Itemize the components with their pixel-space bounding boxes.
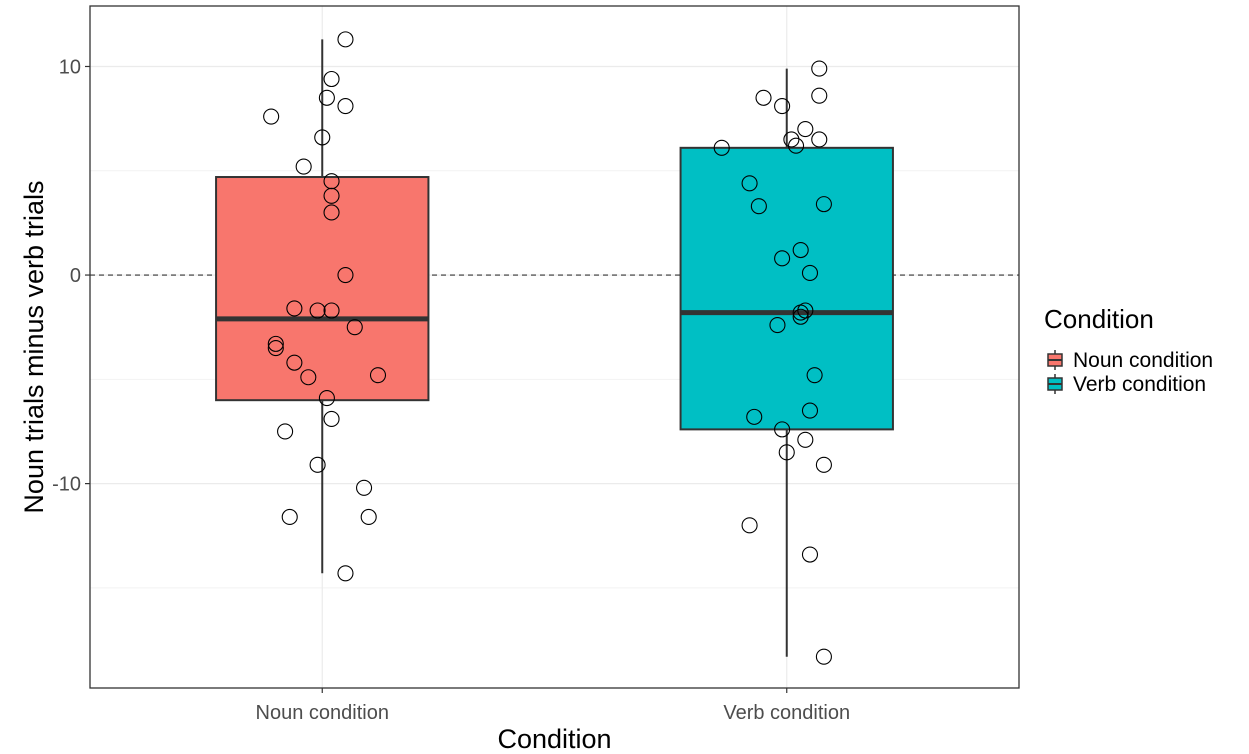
data-point <box>337 98 354 115</box>
data-point <box>263 108 280 125</box>
data-point <box>318 390 335 407</box>
x-tick-label: Verb condition <box>723 702 850 724</box>
x-axis-title: Condition <box>497 724 611 754</box>
y-axis: 10 0 -10 <box>52 56 90 496</box>
data-point <box>741 517 758 534</box>
data-point <box>787 137 805 154</box>
data-point <box>806 367 823 384</box>
data-point <box>323 302 340 319</box>
data-point <box>774 98 791 115</box>
data-point <box>815 648 832 665</box>
data-point <box>801 402 819 419</box>
y-tick-label: -10 <box>52 474 81 496</box>
data-point <box>337 266 354 284</box>
data-point <box>286 354 303 371</box>
box-noun <box>215 39 430 574</box>
data-point <box>778 444 795 461</box>
data-point <box>360 508 377 526</box>
legend-key-noun <box>1044 349 1066 371</box>
data-point <box>300 369 317 386</box>
data-point <box>356 479 373 496</box>
y-tick-label: 10 <box>59 56 81 78</box>
data-point <box>801 546 819 563</box>
x-tick-label: Noun condition <box>256 702 389 724</box>
data-point <box>286 300 303 317</box>
y-axis-title: Noun trials minus verb trials <box>19 180 49 513</box>
data-point <box>815 456 832 473</box>
box-verb <box>679 68 894 657</box>
data-point <box>277 423 294 440</box>
data-point <box>323 187 340 204</box>
legend-label: Noun condition <box>1073 349 1213 372</box>
data-point <box>750 198 767 215</box>
data-point <box>741 175 758 192</box>
data-point <box>797 121 814 138</box>
data-point <box>323 410 340 428</box>
data-point <box>295 158 312 175</box>
data-point <box>314 129 331 146</box>
data-point <box>323 204 340 221</box>
data-point <box>815 196 832 213</box>
box-body <box>679 146 894 431</box>
data-point <box>792 304 809 321</box>
x-axis: Noun condition Verb condition <box>256 688 850 724</box>
data-point <box>755 89 772 106</box>
data-point <box>774 421 791 438</box>
box-body <box>215 176 430 402</box>
data-point <box>801 264 819 282</box>
data-point <box>713 139 730 156</box>
data-point <box>267 339 284 357</box>
legend-label: Verb condition <box>1073 373 1206 396</box>
data-point <box>811 131 828 148</box>
points-group <box>263 31 832 665</box>
data-point <box>792 308 809 325</box>
data-point <box>746 408 763 425</box>
panel-border <box>89 5 1020 689</box>
data-point <box>769 317 786 334</box>
data-point <box>309 456 326 473</box>
data-point <box>267 335 284 352</box>
legend-key-verb <box>1044 373 1066 395</box>
data-point <box>783 131 800 148</box>
data-point <box>281 508 298 526</box>
data-point <box>337 565 354 582</box>
data-point <box>797 431 814 448</box>
data-point <box>774 250 791 267</box>
data-point <box>346 319 363 336</box>
boxes-group <box>215 39 894 657</box>
y-tick-label: 0 <box>70 265 81 287</box>
data-point <box>318 89 335 106</box>
data-point <box>309 302 326 319</box>
data-point <box>337 31 354 48</box>
data-point <box>792 241 809 259</box>
legend-title: Condition <box>1044 304 1154 334</box>
data-point <box>811 87 828 104</box>
data-point <box>323 70 340 88</box>
data-point <box>811 60 828 77</box>
data-point <box>369 367 387 384</box>
